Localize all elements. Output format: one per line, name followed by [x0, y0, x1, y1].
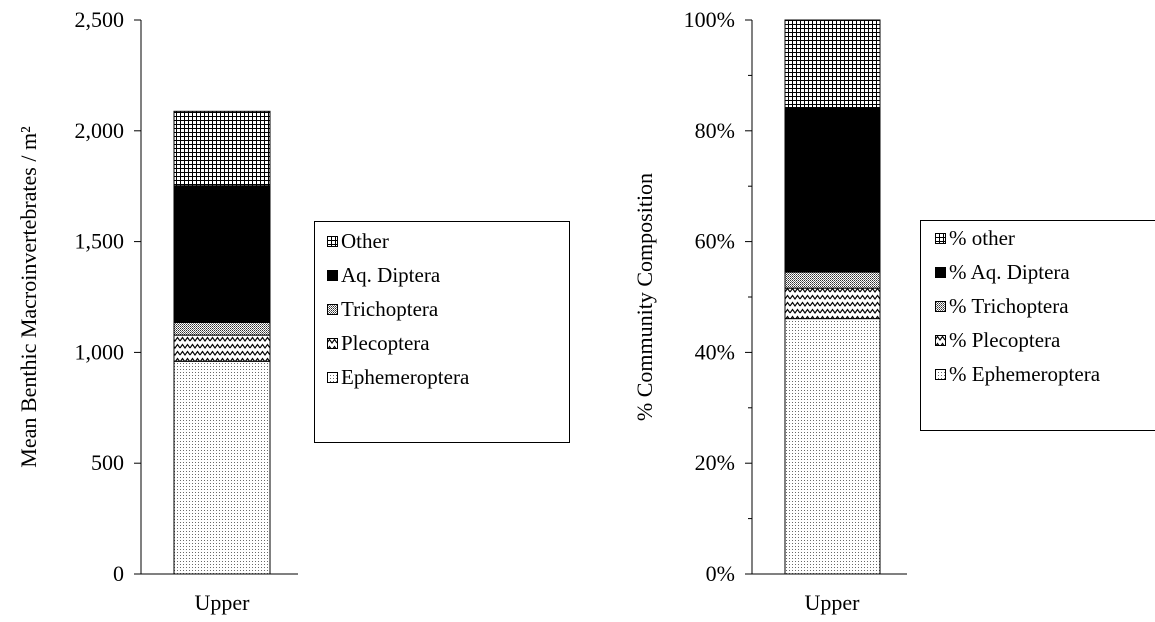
bar-segment-plecoptera: [173, 334, 271, 362]
legend-swatch: [327, 235, 338, 247]
x-category-label: Upper: [805, 590, 861, 615]
y-tick-label: 100%: [684, 7, 735, 32]
y-tick-label: 40%: [695, 339, 735, 364]
legend-label: Aq. Diptera: [341, 262, 441, 287]
bar-segment-aq-diptera: [784, 107, 881, 273]
y-tick-label: 2,500: [75, 7, 125, 32]
bar-stack-composition: [784, 19, 881, 575]
bar-segment-other: [784, 19, 881, 109]
y-tick-label: 20%: [695, 450, 735, 475]
legend-item-plecoptera: % Plecoptera: [935, 323, 1155, 357]
bar-segment-other: [173, 110, 271, 187]
y-ticks: 0% 20% 40% 60% 80% 100%: [684, 7, 752, 586]
bar-segment-ephemeroptera: [173, 360, 271, 575]
y-tick-label: 60%: [695, 229, 735, 254]
legend-swatch: [327, 337, 338, 349]
legend-swatch: [935, 368, 946, 380]
legend-label: % other: [949, 225, 1015, 250]
legend-label: Plecoptera: [341, 330, 430, 355]
legend-label: % Ephemeroptera: [949, 361, 1101, 386]
legend-label: Trichoptera: [341, 296, 439, 321]
y-axis-label: % Community Composition: [632, 173, 657, 421]
y-tick-label: 0%: [706, 561, 735, 586]
y-tick-label: 2,000: [75, 118, 125, 143]
legend-swatch: [935, 300, 946, 312]
x-category-label: Upper: [195, 590, 251, 615]
legend-label: % Trichoptera: [949, 293, 1069, 318]
legend-item-other: % other: [935, 221, 1155, 255]
legend-abundance: Other Aq. Diptera Trichoptera Plecoptera Eph…: [314, 221, 570, 443]
bar-segment-trichoptera: [173, 321, 271, 336]
legend-swatch: [935, 232, 946, 244]
y-ticks: 0 500 1,000 1,500 2,000 2,500: [75, 7, 141, 586]
legend-item-other: Other: [327, 224, 569, 258]
legend-swatch: [327, 371, 338, 383]
legend-item-ephemeroptera: Ephemeroptera: [327, 360, 569, 394]
y-tick-label: 1,000: [75, 339, 125, 364]
legend-item-trichoptera: % Trichoptera: [935, 289, 1155, 323]
legend-label: Other: [341, 228, 389, 253]
legend-swatch: [935, 266, 946, 278]
y-tick-label: 1,500: [75, 229, 125, 254]
legend-item-aq-diptera: % Aq. Diptera: [935, 255, 1155, 289]
legend-swatch: [327, 303, 338, 315]
bar-segment-aq-diptera: [173, 185, 271, 323]
legend-item-ephemeroptera: % Ephemeroptera: [935, 357, 1155, 391]
bar-segment-trichoptera: [784, 271, 881, 289]
y-tick-label: 500: [91, 450, 124, 475]
bar-stack-abundance: [173, 110, 271, 575]
legend-item-plecoptera: Plecoptera: [327, 326, 569, 360]
bar-segment-ephemeroptera: [784, 318, 881, 575]
y-tick-label: 0: [113, 561, 124, 586]
legend-composition: % other % Aq. Diptera % Trichoptera % Pleco…: [920, 220, 1155, 431]
legend-label: Ephemeroptera: [341, 364, 470, 389]
bar-segment-plecoptera: [784, 287, 881, 320]
legend-swatch: [327, 269, 338, 281]
y-tick-label: 80%: [695, 118, 735, 143]
chart-composition: 0% 20% 40% 60% 80% 100% % Community Compositi…: [632, 7, 907, 615]
legend-item-aq-diptera: Aq. Diptera: [327, 258, 569, 292]
legend-label: % Aq. Diptera: [949, 259, 1070, 284]
chart-abundance: 0 500 1,000 1,500 2,000 2,500 Mean Benthic Ma…: [16, 7, 298, 615]
legend-item-trichoptera: Trichoptera: [327, 292, 569, 326]
y-axis-label: Mean Benthic Macroinvertebrates / m²: [16, 126, 41, 468]
legend-label: % Plecoptera: [949, 327, 1061, 352]
legend-swatch: [935, 334, 946, 346]
